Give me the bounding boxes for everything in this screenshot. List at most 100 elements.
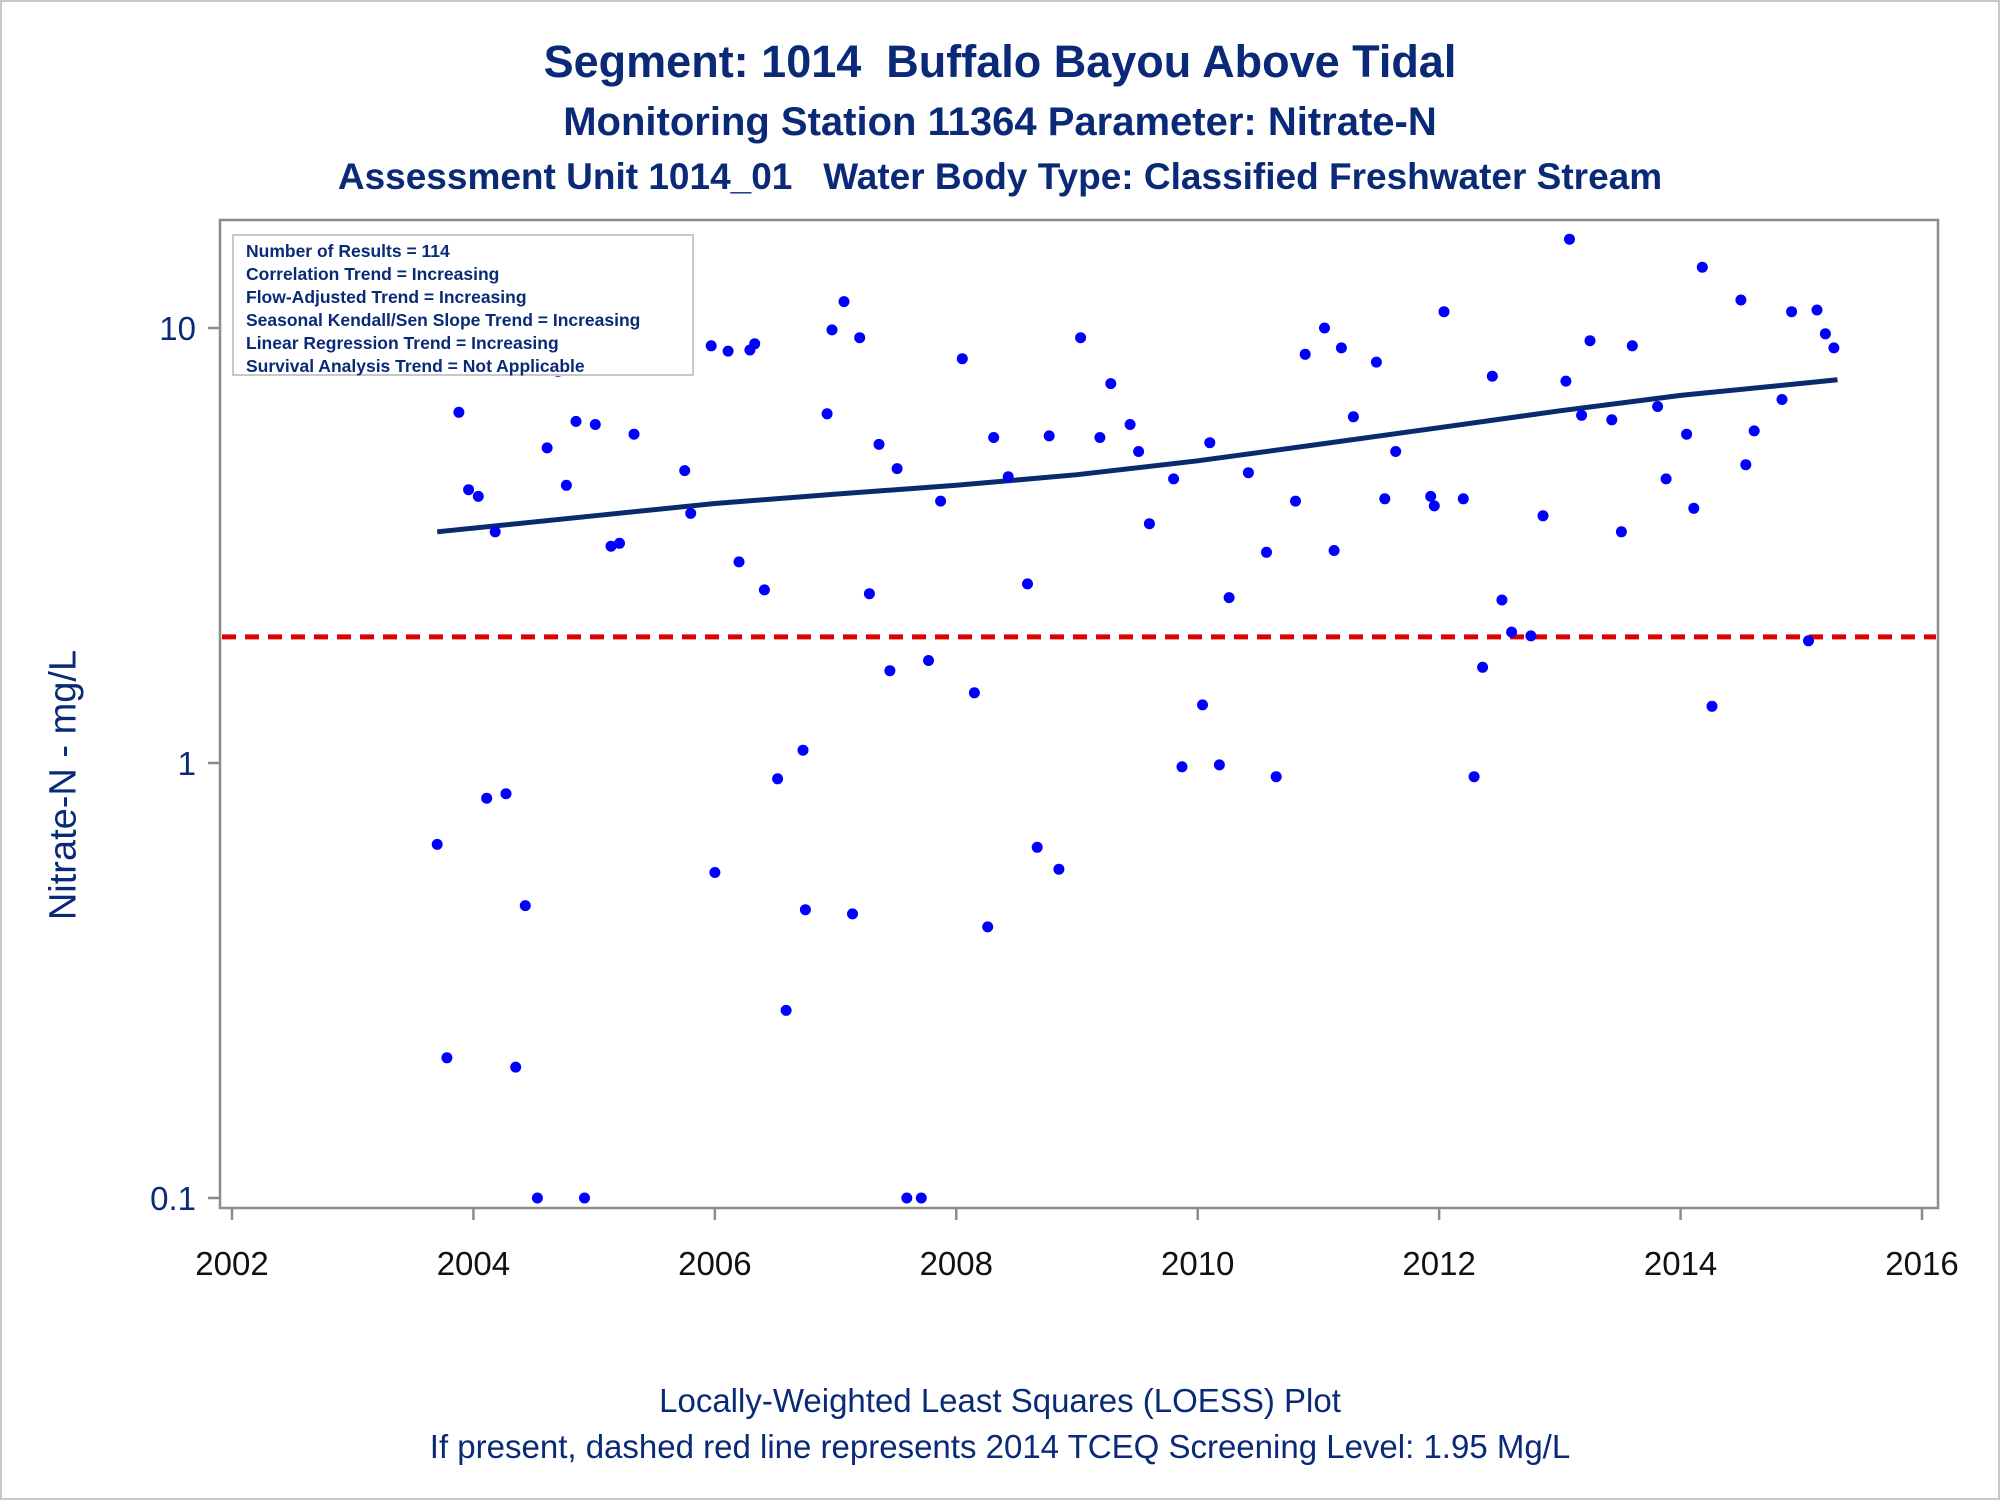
data-point <box>1176 761 1188 773</box>
legend-row: Number of Results = 114 <box>246 241 450 261</box>
data-point <box>988 432 1000 443</box>
data-point <box>1811 304 1823 316</box>
data-point <box>1290 495 1301 507</box>
data-point <box>1242 467 1254 479</box>
data-point <box>797 744 809 756</box>
data-point <box>685 507 697 519</box>
data-point <box>1213 759 1225 771</box>
data-point <box>758 584 770 596</box>
data-point <box>1626 340 1638 352</box>
data-point <box>1328 545 1340 556</box>
data-point <box>1696 261 1708 273</box>
x-tick-label: 2004 <box>437 1245 510 1282</box>
data-point <box>1740 459 1752 471</box>
data-point <box>847 908 858 920</box>
data-point <box>772 773 784 785</box>
x-tick-label: 2014 <box>1644 1245 1717 1282</box>
data-point <box>854 332 866 344</box>
data-point <box>472 490 484 502</box>
data-point <box>1168 473 1180 485</box>
data-point <box>1319 322 1330 334</box>
data-point <box>1468 771 1480 783</box>
data-point <box>1828 342 1840 354</box>
data-point <box>923 655 934 666</box>
data-point <box>1652 401 1664 412</box>
data-point <box>1525 630 1537 642</box>
data-point <box>441 1052 453 1064</box>
data-point <box>1660 473 1672 485</box>
data-point <box>838 296 850 308</box>
data-point <box>1022 578 1033 590</box>
legend-row: Flow-Adjusted Trend = Increasing <box>246 287 527 307</box>
data-point <box>1615 526 1627 538</box>
data-point <box>589 419 601 430</box>
plot-frame <box>218 218 1940 1210</box>
data-point <box>1438 306 1450 318</box>
data-point <box>1606 414 1618 426</box>
data-point <box>1688 502 1700 514</box>
chart-subtitle-assessment: Assessment Unit 1014_01 Water Body Type:… <box>337 156 1663 197</box>
data-point <box>1560 375 1572 387</box>
data-point <box>1197 699 1208 711</box>
data-point <box>1204 437 1216 449</box>
data-point <box>519 900 531 912</box>
data-point <box>799 904 811 916</box>
data-point <box>1335 342 1347 354</box>
data-point <box>1223 592 1235 604</box>
data-point <box>935 495 947 507</box>
data-point <box>709 867 721 878</box>
data-point <box>431 838 443 850</box>
footnote-screening: If present, dashed red line represents 2… <box>429 1428 1571 1465</box>
data-point <box>1584 335 1596 347</box>
x-tick-label: 2006 <box>678 1245 751 1282</box>
data-point <box>531 1192 543 1204</box>
x-tick-label: 2016 <box>1885 1245 1958 1282</box>
data-point <box>541 442 553 454</box>
data-point <box>614 537 625 549</box>
data-point <box>1786 306 1798 318</box>
data-point <box>510 1061 522 1073</box>
data-point <box>901 1192 913 1204</box>
data-point <box>1053 863 1065 875</box>
y-tick-label: 10 <box>159 310 196 347</box>
data-point <box>780 1004 792 1016</box>
data-point <box>873 438 885 450</box>
data-point <box>956 353 968 365</box>
data-point <box>705 340 717 352</box>
data-point <box>1031 841 1043 853</box>
data-point <box>1124 419 1136 430</box>
data-point <box>1347 411 1359 423</box>
data-point <box>733 556 745 568</box>
data-point <box>1748 425 1760 437</box>
chart-subtitle-station: Monitoring Station 11364 Parameter: Nitr… <box>563 100 1437 144</box>
data-point <box>1002 471 1014 483</box>
x-tick-label: 2002 <box>195 1245 268 1282</box>
data-point <box>1537 510 1549 522</box>
data-point <box>1803 635 1814 647</box>
data-point <box>749 338 761 350</box>
data-point <box>826 324 838 336</box>
data-point <box>1457 493 1469 505</box>
data-point <box>915 1192 927 1204</box>
x-axis: 2002 2004 2006 2008 2010 2012 2014 2016 <box>195 1208 1959 1282</box>
data-point <box>1075 332 1087 344</box>
data-point <box>1390 446 1402 457</box>
data-point <box>891 463 903 475</box>
legend-row: Linear Regression Trend = Increasing <box>246 333 559 353</box>
data-point <box>1564 233 1575 245</box>
data-point <box>1094 432 1106 443</box>
data-point <box>628 428 640 440</box>
data-point <box>1261 546 1272 558</box>
legend-row: Seasonal Kendall/Sen Slope Trend = Incre… <box>246 310 641 330</box>
legend-row: Survival Analysis Trend = Not Applicable <box>246 356 585 376</box>
data-point <box>884 665 896 677</box>
data-point <box>579 1192 590 1204</box>
data-point <box>1105 378 1117 390</box>
data-point <box>489 526 501 538</box>
data-point <box>1133 446 1145 457</box>
data-point <box>1370 356 1382 368</box>
data-point <box>1486 370 1498 382</box>
data-point <box>968 687 980 699</box>
data-point <box>982 921 994 933</box>
